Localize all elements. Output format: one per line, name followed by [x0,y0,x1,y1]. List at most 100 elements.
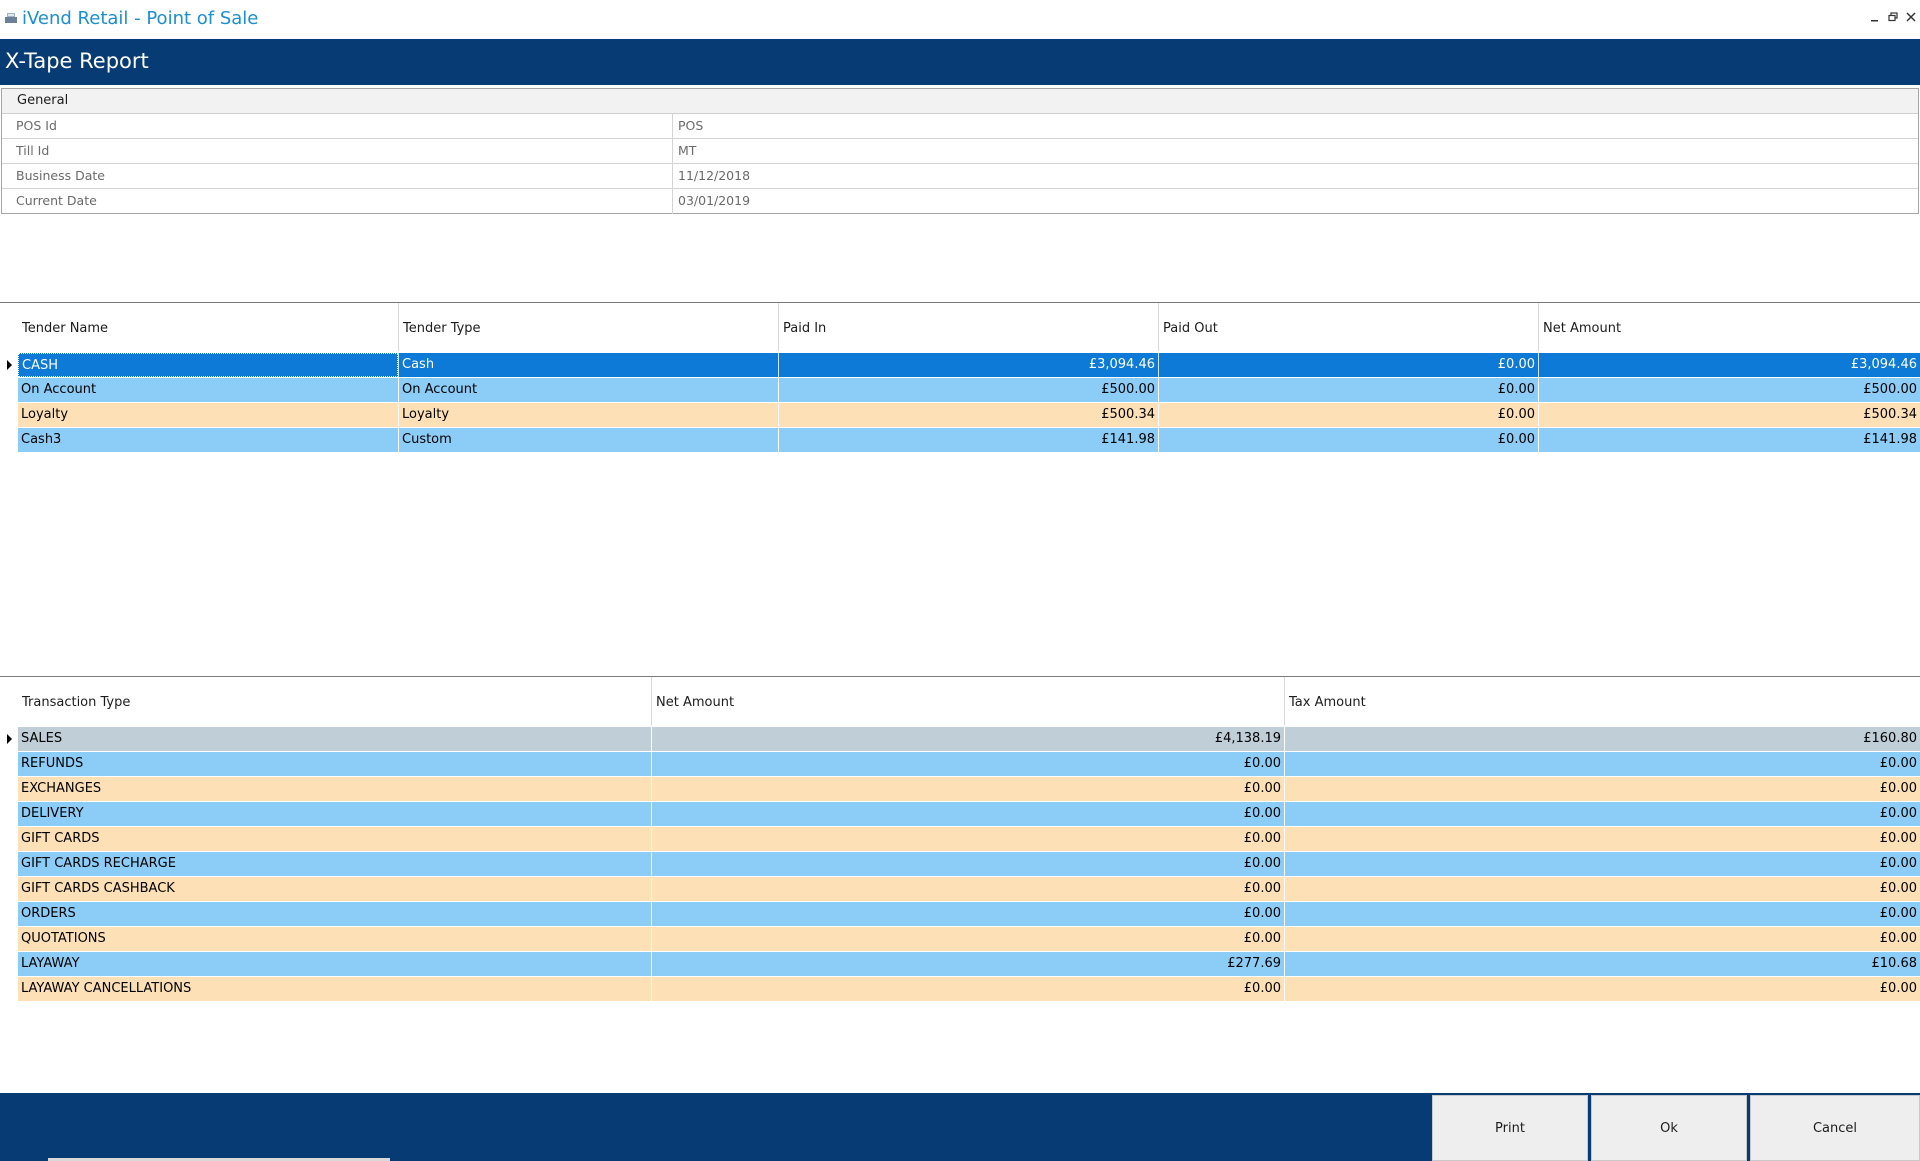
column-header-transaction-type[interactable]: Transaction Type [22,695,131,710]
tax-amount-cell: £0.00 [1284,827,1920,851]
column-header-tender-name[interactable]: Tender Name [22,321,109,336]
column-header-tax-amount[interactable]: Tax Amount [1284,677,1920,725]
table-row[interactable]: SALES £4,138.19 £160.80 [18,727,1920,752]
table-row[interactable]: GIFT CARDS RECHARGE £0.00 £0.00 [18,852,1920,877]
net-amount-cell: £0.00 [651,852,1284,876]
tender-type-cell: Loyalty [398,403,778,427]
net-amount-cell: £0.00 [651,902,1284,926]
general-section-heading: General [2,89,1918,114]
net-amount-cell: £0.00 [651,827,1284,851]
property-value: POS [672,114,1918,138]
property-label: Till Id [16,143,50,158]
tax-amount-cell: £0.00 [1284,752,1920,776]
table-row[interactable]: EXCHANGES £0.00 £0.00 [18,777,1920,802]
net-amount-cell: £0.00 [651,752,1284,776]
transaction-type-cell: EXCHANGES [21,781,102,796]
property-value: MT [672,139,1918,163]
column-header-net-amount[interactable]: Net Amount [1538,303,1920,351]
property-row-current-date[interactable]: Current Date 03/01/2019 [2,189,1918,214]
print-button[interactable]: Print [1432,1095,1588,1161]
minimize-icon[interactable] [1868,10,1882,24]
tax-amount-cell: £0.00 [1284,977,1920,1001]
table-row[interactable]: CASH Cash £3,094.46 £0.00 £3,094.46 [18,353,1920,378]
tax-amount-cell: £0.00 [1284,777,1920,801]
table-row[interactable]: GIFT CARDS £0.00 £0.00 [18,827,1920,852]
column-header-paid-in[interactable]: Paid In [778,303,1158,351]
column-header-net-amount[interactable]: Net Amount [651,677,1284,725]
paid-in-cell: £500.34 [778,403,1158,427]
tax-amount-cell: £10.68 [1284,952,1920,976]
property-row-pos-id[interactable]: POS Id POS [2,114,1918,139]
window-title: iVend Retail - Point of Sale [22,8,259,29]
cancel-button[interactable]: Cancel [1750,1095,1920,1161]
tender-name-cell: Cash3 [21,432,62,447]
report-footer: Print Ok Cancel [0,1093,1920,1161]
tax-amount-cell: £0.00 [1284,802,1920,826]
net-amount-cell: £0.00 [651,802,1284,826]
net-amount-cell: £0.00 [651,777,1284,801]
transaction-type-cell: REFUNDS [21,756,84,771]
tender-grid: Tender Name Tender Type Paid In Paid Out… [0,302,1920,676]
table-row[interactable]: QUOTATIONS £0.00 £0.00 [18,927,1920,952]
property-label: Business Date [16,168,105,183]
transaction-type-cell: LAYAWAY [21,956,80,971]
table-row[interactable]: Cash3 Custom £141.98 £0.00 £141.98 [18,428,1920,453]
table-row[interactable]: REFUNDS £0.00 £0.00 [18,752,1920,777]
paid-in-cell: £500.00 [778,378,1158,402]
net-amount-cell: £500.00 [1538,378,1920,402]
paid-out-cell: £0.00 [1158,428,1538,452]
tender-name-cell: CASH [18,353,398,377]
transaction-type-cell: ORDERS [21,906,76,921]
transaction-grid-header: Transaction Type Net Amount Tax Amount [18,677,1920,725]
footer-divider [48,1158,390,1161]
tax-amount-cell: £0.00 [1284,902,1920,926]
table-row[interactable]: DELIVERY £0.00 £0.00 [18,802,1920,827]
tender-grid-header: Tender Name Tender Type Paid In Paid Out… [18,303,1920,351]
current-row-indicator-icon [7,734,12,744]
property-row-till-id[interactable]: Till Id MT [2,139,1918,164]
transaction-type-cell: GIFT CARDS CASHBACK [21,881,175,896]
column-header-tender-type[interactable]: Tender Type [398,303,778,351]
restore-icon[interactable] [1886,10,1900,24]
tender-type-cell: Custom [398,428,778,452]
general-properties: General POS Id POS Till Id MT Business D… [1,88,1919,214]
report-header: X-Tape Report [0,39,1920,85]
property-value: 03/01/2019 [672,189,1918,214]
column-header-paid-out[interactable]: Paid Out [1158,303,1538,351]
property-label: Current Date [16,193,97,208]
tax-amount-cell: £0.00 [1284,927,1920,951]
table-row[interactable]: Loyalty Loyalty £500.34 £0.00 £500.34 [18,403,1920,428]
transaction-type-cell: SALES [21,731,63,746]
table-row[interactable]: ORDERS £0.00 £0.00 [18,902,1920,927]
paid-in-cell: £3,094.46 [778,353,1158,377]
net-amount-cell: £0.00 [651,927,1284,951]
net-amount-cell: £3,094.46 [1538,353,1920,377]
window-titlebar: iVend Retail - Point of Sale [0,0,1920,39]
ok-button[interactable]: Ok [1591,1095,1747,1161]
net-amount-cell: £277.69 [651,952,1284,976]
tax-amount-cell: £0.00 [1284,852,1920,876]
pos-register-icon [5,13,17,23]
page-title: X-Tape Report [5,49,149,73]
property-value: 11/12/2018 [672,164,1918,188]
property-row-business-date[interactable]: Business Date 11/12/2018 [2,164,1918,189]
transaction-grid-body: SALES £4,138.19 £160.80 REFUNDS £0.00 £0… [18,727,1920,1002]
paid-out-cell: £0.00 [1158,353,1538,377]
current-row-indicator-icon [7,360,12,370]
tax-amount-cell: £160.80 [1284,727,1920,751]
table-row[interactable]: GIFT CARDS CASHBACK £0.00 £0.00 [18,877,1920,902]
table-row[interactable]: On Account On Account £500.00 £0.00 £500… [18,378,1920,403]
tender-type-cell: On Account [398,378,778,402]
close-icon[interactable] [1904,10,1918,24]
transaction-type-cell: QUOTATIONS [21,931,106,946]
table-row[interactable]: LAYAWAY £277.69 £10.68 [18,952,1920,977]
paid-in-cell: £141.98 [778,428,1158,452]
tender-name-cell: On Account [21,382,97,397]
net-amount-cell: £0.00 [651,877,1284,901]
net-amount-cell: £4,138.19 [651,727,1284,751]
table-row[interactable]: LAYAWAY CANCELLATIONS £0.00 £0.00 [18,977,1920,1002]
transaction-grid: Transaction Type Net Amount Tax Amount S… [0,676,1920,1091]
net-amount-cell: £500.34 [1538,403,1920,427]
property-label: POS Id [16,118,57,133]
tax-amount-cell: £0.00 [1284,877,1920,901]
